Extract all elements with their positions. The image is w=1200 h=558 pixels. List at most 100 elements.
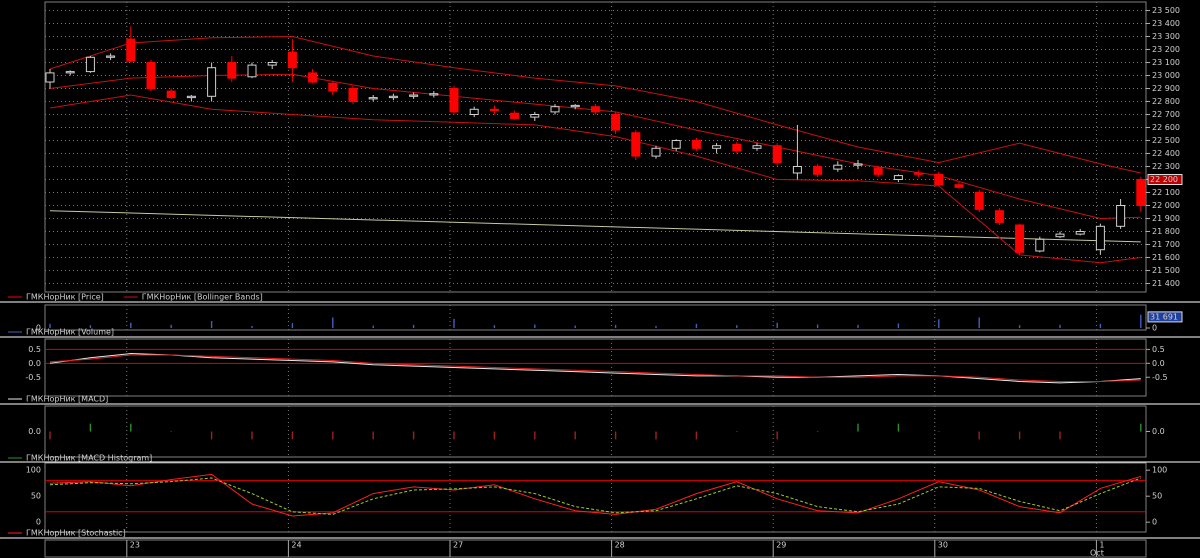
- last-value-box: [1147, 174, 1183, 185]
- bar: [736, 431, 738, 432]
- candle-body: [1116, 205, 1126, 227]
- y-tick-label: 21 700: [1152, 240, 1180, 249]
- y-tick-label: 21 900: [1152, 214, 1180, 223]
- candle-body: [792, 166, 802, 174]
- bar: [857, 324, 859, 328]
- y-tick-label: 0.0: [1152, 427, 1165, 436]
- y-tick-label: 21 600: [1152, 253, 1180, 262]
- bar: [89, 423, 92, 432]
- bar: [614, 324, 617, 328]
- y-tick-label: 0: [1152, 324, 1157, 333]
- candle-body: [65, 71, 75, 74]
- candle-body: [469, 108, 479, 116]
- candle-body: [631, 132, 641, 157]
- candle-body: [429, 93, 439, 96]
- candle-body: [267, 62, 277, 66]
- bar: [574, 325, 576, 328]
- bar: [493, 325, 496, 328]
- candle-body: [691, 140, 701, 149]
- bar: [614, 431, 617, 440]
- candle-body: [550, 106, 560, 113]
- candle-body: [611, 114, 621, 131]
- date-label: 29: [776, 541, 786, 550]
- y-tick-label: 50: [1152, 492, 1162, 501]
- candle-body: [388, 95, 398, 99]
- candle-body: [126, 38, 136, 62]
- bar: [453, 318, 455, 328]
- panel-frame: [44, 338, 1147, 397]
- bar: [1140, 314, 1142, 328]
- bar: [49, 323, 51, 328]
- candle-body: [813, 166, 823, 175]
- candle-body: [934, 173, 944, 186]
- bar: [695, 323, 698, 328]
- y-tick-label-left: 50: [31, 492, 41, 501]
- panel-frame: [44, 304, 1147, 331]
- candle-body: [1095, 225, 1105, 251]
- bar: [210, 321, 213, 328]
- y-tick-label-left: 0: [36, 518, 41, 527]
- bar: [251, 431, 253, 440]
- month-label: Oct: [1090, 549, 1104, 558]
- candle-body: [1035, 238, 1045, 252]
- y-tick-label: 0: [1152, 518, 1157, 527]
- candle-body: [732, 143, 742, 152]
- candle-body: [994, 210, 1004, 223]
- y-tick-label: 23 400: [1152, 19, 1180, 28]
- bar: [372, 431, 374, 440]
- candle-body: [247, 64, 257, 78]
- legend-label: ГМКНорНик [Bollinger Bands]: [142, 293, 263, 302]
- bar: [1018, 325, 1021, 328]
- y-tick-label-left: 0.0: [28, 427, 41, 436]
- bar: [372, 325, 374, 328]
- candle-body: [833, 164, 843, 170]
- y-tick-label: 22 500: [1152, 136, 1180, 145]
- bar: [170, 431, 172, 432]
- bar: [938, 431, 940, 432]
- candle-body: [287, 51, 297, 69]
- y-tick-label: -0.5: [1152, 373, 1168, 382]
- bar: [655, 431, 657, 440]
- candle-body: [45, 72, 55, 83]
- bar: [857, 423, 859, 432]
- legend-label: ГМКНорНик [MACD]: [26, 395, 108, 404]
- y-tick-label-left: 0.0: [28, 359, 41, 368]
- y-tick-label-left: 100: [26, 466, 41, 475]
- y-tick-label: 22 300: [1152, 162, 1180, 171]
- bar: [130, 322, 132, 328]
- candle-body: [914, 172, 924, 175]
- y-tick-label: 100: [1152, 466, 1167, 475]
- candle-body: [893, 175, 903, 181]
- panel-frame: [44, 462, 1147, 533]
- bar: [816, 431, 819, 432]
- candle-body: [772, 145, 782, 164]
- y-tick-label: 23 100: [1152, 58, 1180, 67]
- bar: [1140, 423, 1142, 432]
- bar: [1059, 431, 1061, 440]
- candle-body: [752, 145, 762, 149]
- bar: [776, 322, 778, 328]
- bar: [938, 319, 940, 328]
- bar: [89, 325, 92, 328]
- bar: [49, 431, 51, 440]
- candle-body: [651, 147, 661, 157]
- bar: [1018, 431, 1021, 440]
- y-tick-label: 22 900: [1152, 84, 1180, 93]
- bar: [978, 431, 980, 440]
- candle-body: [590, 106, 600, 113]
- bar: [776, 431, 778, 440]
- candle-body: [530, 114, 540, 118]
- bar: [897, 323, 900, 328]
- y-tick-label: 22 600: [1152, 123, 1180, 132]
- y-tick-label: 23 500: [1152, 6, 1180, 15]
- y-tick-label: 22 100: [1152, 188, 1180, 197]
- date-label: 28: [615, 541, 625, 550]
- panel-frame: [44, 1, 1147, 293]
- y-tick-label: 21 400: [1152, 279, 1180, 288]
- last-value-label: 22 200: [1150, 175, 1178, 184]
- y-tick-label: 22 700: [1152, 110, 1180, 119]
- bar: [816, 324, 819, 328]
- candle-body: [207, 67, 217, 97]
